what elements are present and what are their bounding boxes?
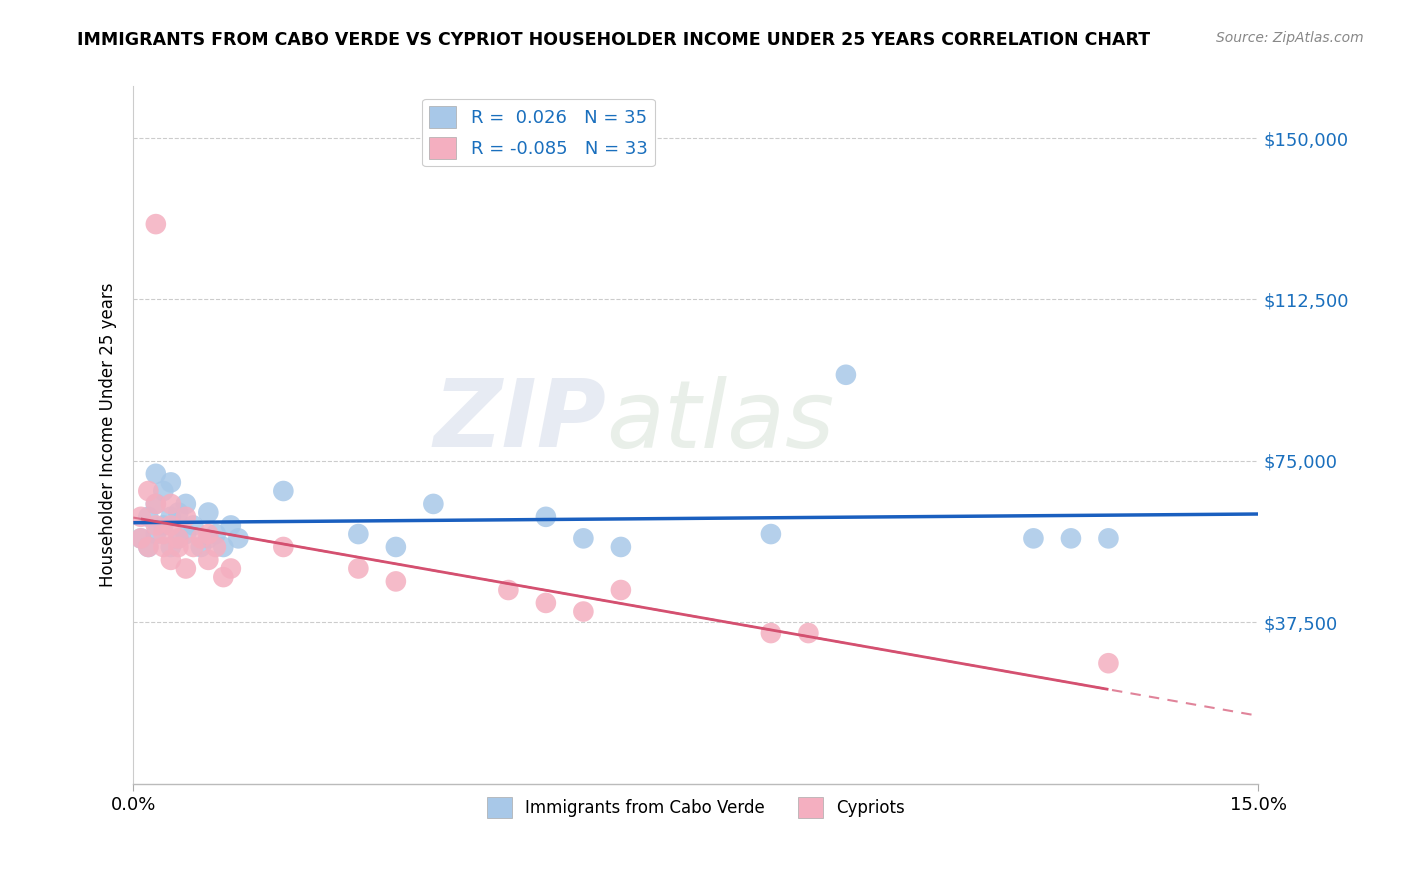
Point: [1097, 656, 1119, 670]
Point: [138, 509, 160, 524]
Legend: Immigrants from Cabo Verde, Cypriots: Immigrants from Cabo Verde, Cypriots: [479, 790, 912, 824]
Point: [572, 532, 595, 546]
Point: [167, 532, 190, 546]
Point: [138, 540, 160, 554]
Point: [610, 582, 633, 597]
Point: [152, 527, 174, 541]
Point: [174, 527, 197, 541]
Point: [138, 540, 160, 554]
Point: [174, 561, 197, 575]
Y-axis label: Householder Income Under 25 years: Householder Income Under 25 years: [100, 283, 117, 587]
Point: [190, 532, 212, 546]
Point: [205, 540, 228, 554]
Point: [129, 532, 152, 546]
Text: Source: ZipAtlas.com: Source: ZipAtlas.com: [1216, 31, 1364, 45]
Point: [145, 518, 167, 533]
Point: [347, 527, 370, 541]
Text: IMMIGRANTS FROM CABO VERDE VS CYPRIOT HOUSEHOLDER INCOME UNDER 25 YEARS CORRELAT: IMMIGRANTS FROM CABO VERDE VS CYPRIOT HO…: [77, 31, 1150, 49]
Point: [167, 506, 190, 520]
Point: [160, 518, 183, 533]
Point: [138, 483, 160, 498]
Point: [160, 553, 183, 567]
Point: [759, 626, 782, 640]
Point: [422, 497, 444, 511]
Point: [212, 540, 235, 554]
Point: [1097, 532, 1119, 546]
Point: [197, 506, 219, 520]
Point: [197, 553, 219, 567]
Point: [160, 475, 183, 490]
Point: [534, 509, 557, 524]
Point: [145, 497, 167, 511]
Point: [228, 532, 250, 546]
Point: [145, 497, 167, 511]
Point: [219, 518, 242, 533]
Point: [1060, 532, 1083, 546]
Point: [190, 540, 212, 554]
Point: [835, 368, 858, 382]
Point: [572, 605, 595, 619]
Point: [347, 561, 370, 575]
Point: [534, 596, 557, 610]
Point: [219, 561, 242, 575]
Point: [160, 540, 183, 554]
Point: [273, 483, 295, 498]
Point: [273, 540, 295, 554]
Text: atlas: atlas: [606, 376, 834, 467]
Point: [197, 532, 219, 546]
Point: [197, 527, 219, 541]
Point: [167, 532, 190, 546]
Point: [160, 509, 183, 524]
Point: [145, 217, 167, 231]
Text: ZIP: ZIP: [433, 376, 606, 467]
Point: [129, 532, 152, 546]
Point: [174, 497, 197, 511]
Point: [759, 527, 782, 541]
Point: [174, 509, 197, 524]
Point: [610, 540, 633, 554]
Point: [152, 540, 174, 554]
Point: [205, 527, 228, 541]
Point: [145, 527, 167, 541]
Point: [129, 509, 152, 524]
Point: [167, 540, 190, 554]
Point: [212, 570, 235, 584]
Point: [152, 483, 174, 498]
Point: [152, 518, 174, 533]
Point: [1022, 532, 1045, 546]
Point: [385, 574, 408, 589]
Point: [145, 467, 167, 481]
Point: [797, 626, 820, 640]
Point: [385, 540, 408, 554]
Point: [183, 540, 205, 554]
Point: [160, 497, 183, 511]
Point: [498, 582, 520, 597]
Point: [183, 518, 205, 533]
